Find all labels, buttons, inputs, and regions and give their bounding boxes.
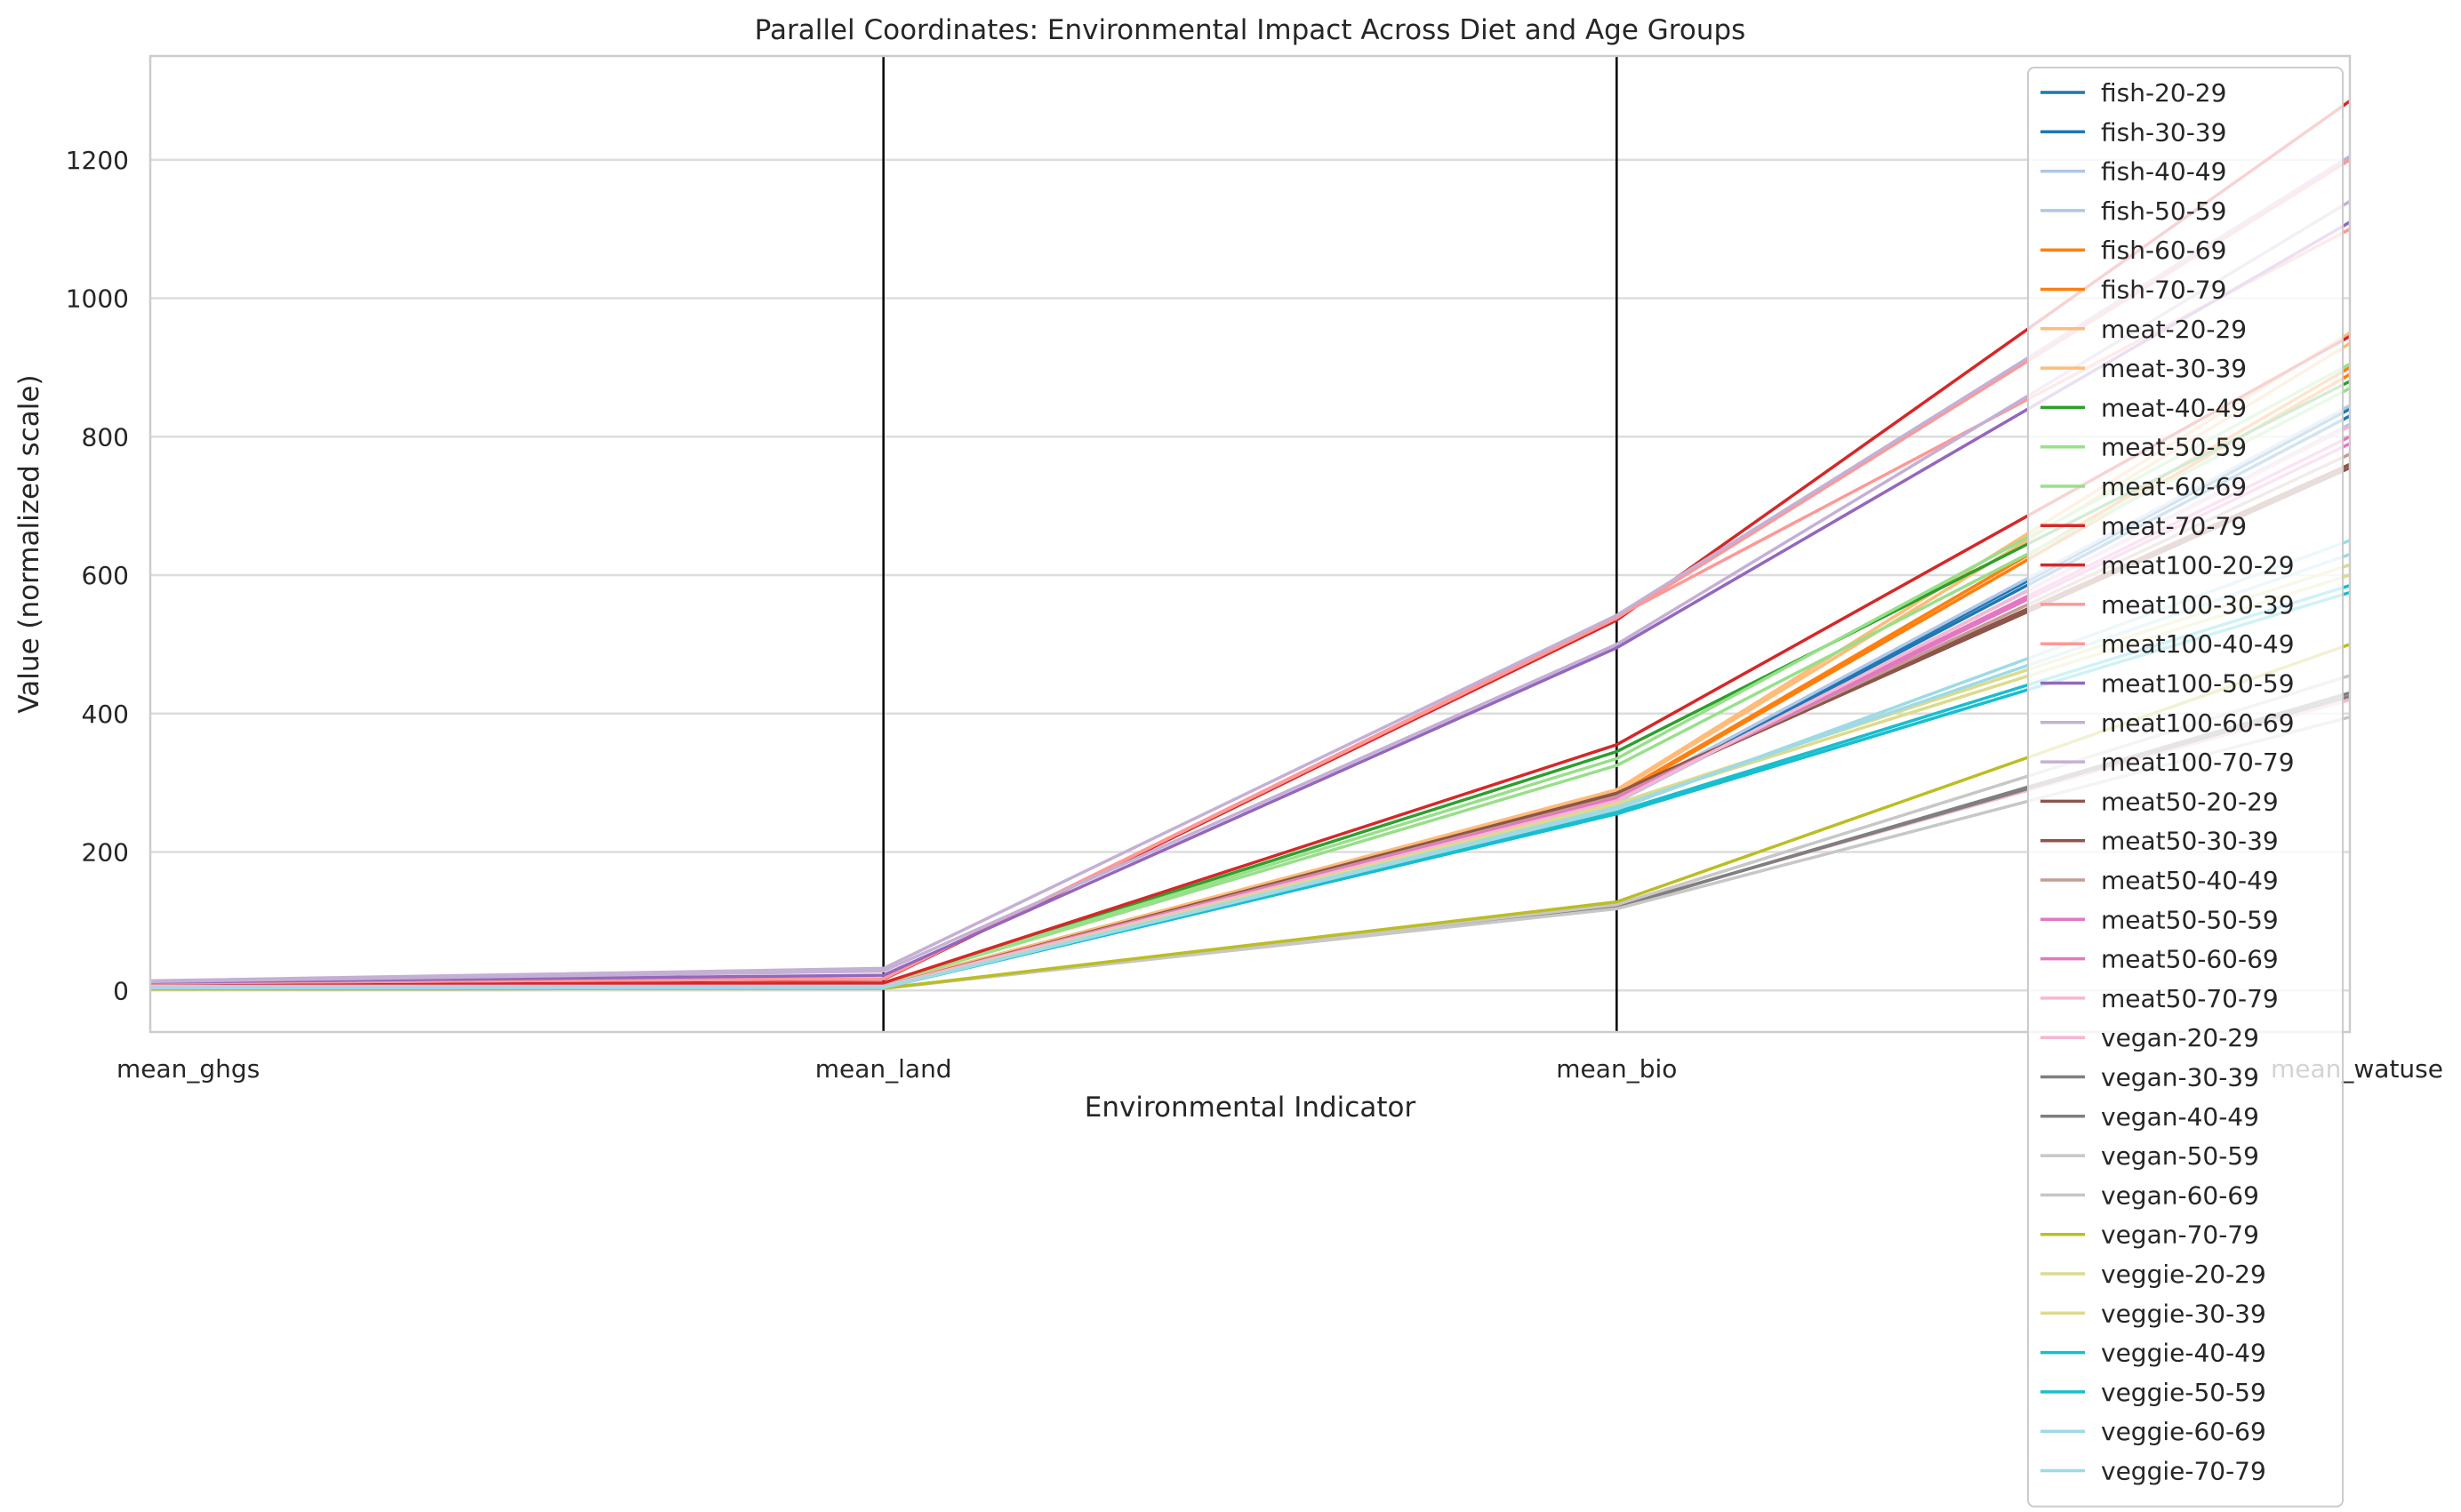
series-line-meat100-50-59 — [149, 220, 2351, 984]
y-tick-label: 800 — [82, 422, 129, 452]
legend-label: veggie-40-49 — [2101, 1339, 2266, 1368]
legend-label: meat100-30-39 — [2101, 590, 2295, 620]
y-tick-label: 1000 — [66, 284, 129, 314]
legend-label: veggie-30-39 — [2101, 1299, 2266, 1328]
legend-label: meat50-40-49 — [2101, 866, 2279, 895]
x-axis-label: Environmental Indicator — [1085, 1092, 1416, 1124]
legend-label: vegan-60-69 — [2101, 1180, 2259, 1210]
series-line-meat100-40-49 — [149, 158, 2351, 985]
legend-label: fish-20-29 — [2101, 78, 2226, 108]
y-tick-label: 200 — [82, 838, 129, 868]
legend-label: meat-40-49 — [2101, 393, 2247, 422]
legend: fish-20-29 fish-30-39 fish-40-49 fish-50-59… — [2027, 67, 2344, 1508]
legend-label: meat100-70-79 — [2101, 748, 2295, 777]
legend-label: meat50-60-69 — [2101, 945, 2279, 974]
y-tick-label: 400 — [82, 700, 129, 729]
legend-label: meat50-50-59 — [2101, 905, 2279, 934]
y-tick-label: 1200 — [66, 146, 129, 175]
chart-title: Parallel Coordinates: Environmental Impa… — [755, 14, 1746, 46]
legend-label: meat-30-39 — [2101, 354, 2247, 383]
x-tick-label: mean_ghgs — [116, 1054, 260, 1084]
legend-label: meat-60-69 — [2101, 472, 2247, 501]
legend-label: meat50-70-79 — [2101, 984, 2279, 1013]
y-axis-label: Value (normalized scale) — [13, 374, 45, 713]
legend-label: vegan-70-79 — [2101, 1220, 2259, 1250]
legend-label: vegan-40-49 — [2101, 1102, 2259, 1132]
legend-label: veggie-60-69 — [2101, 1417, 2266, 1446]
legend-label: meat-70-79 — [2101, 511, 2247, 540]
series-line-meat-70-79 — [149, 334, 2351, 987]
legend-label: meat50-20-29 — [2101, 787, 2279, 816]
legend-label: vegan-30-39 — [2101, 1063, 2259, 1092]
legend-label: meat-20-29 — [2101, 315, 2247, 344]
x-tick-label: mean_bio — [1556, 1054, 1677, 1084]
legend-label: fish-40-49 — [2101, 157, 2226, 187]
x-tick-label: mean_land — [815, 1054, 952, 1084]
series-line-meat100-60-69 — [149, 200, 2351, 983]
legend-label: fish-50-59 — [2101, 196, 2226, 226]
legend-label: meat100-40-49 — [2101, 629, 2295, 659]
legend-label: fish-70-79 — [2101, 276, 2226, 305]
legend-label: fish-30-39 — [2101, 117, 2226, 147]
legend-label: meat100-60-69 — [2101, 708, 2295, 738]
legend-label: meat-50-59 — [2101, 433, 2247, 462]
y-tick-label: 0 — [113, 976, 129, 1005]
legend-label: veggie-70-79 — [2101, 1457, 2266, 1486]
legend-label: meat50-30-39 — [2101, 827, 2279, 856]
legend-label: veggie-20-29 — [2101, 1260, 2266, 1289]
legend-label: fish-60-69 — [2101, 236, 2226, 265]
plot-area — [150, 56, 2350, 1032]
legend-label: meat100-20-29 — [2101, 551, 2295, 580]
axis-vertical-lines — [882, 56, 1618, 1032]
series-line-meat100-70-79 — [149, 155, 2351, 983]
legend-box — [2027, 67, 2344, 1508]
legend-label: veggie-50-59 — [2101, 1378, 2266, 1407]
y-tick-labels: 0 200 400 600 800 1000 1200 — [66, 146, 129, 1005]
legend-label: meat100-50-59 — [2101, 669, 2295, 699]
legend-label: vegan-50-59 — [2101, 1141, 2259, 1171]
legend-label: vegan-20-29 — [2101, 1023, 2259, 1052]
series-line-veggie-70-79 — [150, 553, 2351, 989]
series-lines — [149, 100, 2352, 991]
y-tick-label: 600 — [82, 561, 129, 590]
plot-frame — [148, 54, 2352, 1034]
